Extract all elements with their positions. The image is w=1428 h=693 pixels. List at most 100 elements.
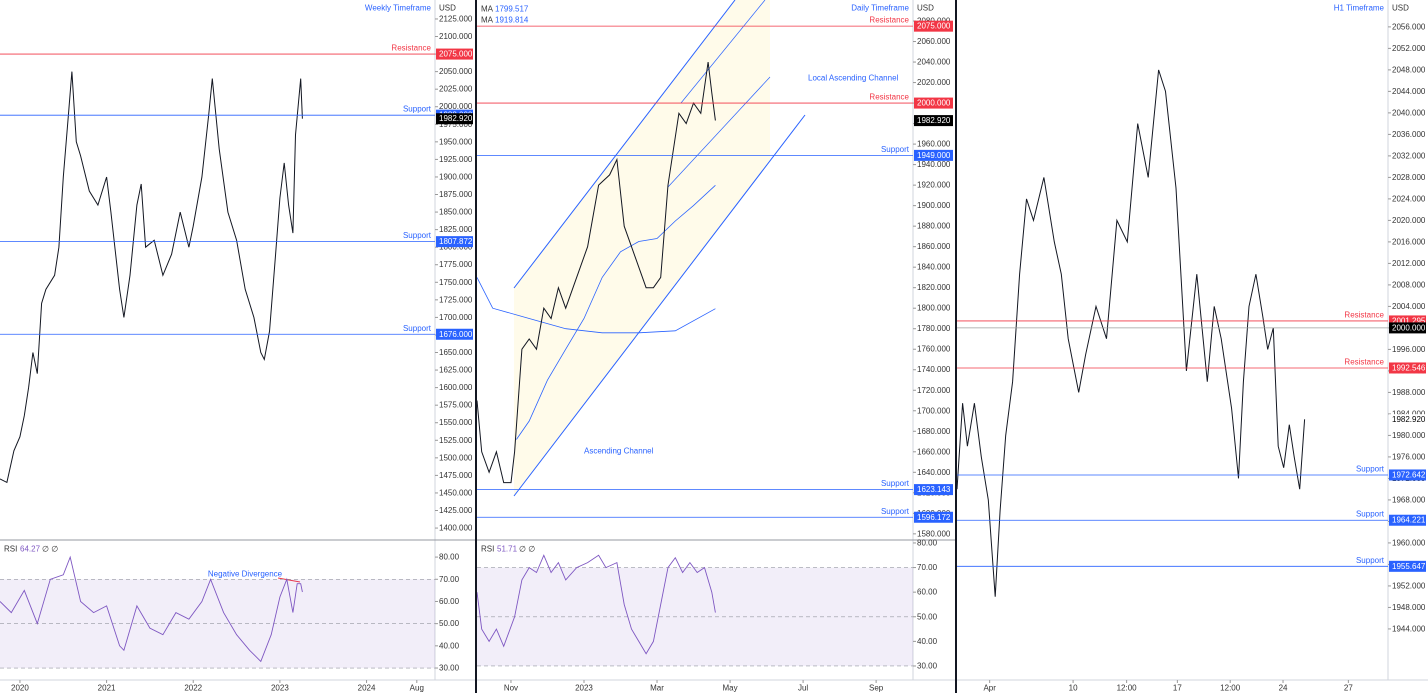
y-tick-label: 2008.000 bbox=[1392, 280, 1426, 289]
y-tick-label: 1980.000 bbox=[1392, 431, 1426, 440]
axis-title: USD bbox=[1392, 4, 1409, 13]
y-tick-label: 2040.000 bbox=[1392, 108, 1426, 117]
level-label: Support bbox=[1356, 510, 1385, 519]
y-tick-label: 1940.000 bbox=[917, 160, 951, 169]
y-tick-label: 1948.000 bbox=[1392, 603, 1426, 612]
y-tick-label: 1988.000 bbox=[1392, 388, 1426, 397]
y-tick-label: 80.00 bbox=[439, 553, 460, 562]
level-label: Support bbox=[403, 231, 432, 240]
y-tick-label: 1925.000 bbox=[439, 155, 473, 164]
x-tick-label: 2022 bbox=[184, 684, 202, 693]
price-badge-label: 1807.872 bbox=[439, 237, 473, 246]
ma-value: 1919.814 bbox=[495, 16, 529, 25]
y-tick-label: 2004.000 bbox=[1392, 302, 1426, 311]
price-badge-label: 1596.172 bbox=[917, 513, 951, 522]
price-badge bbox=[1389, 414, 1426, 426]
y-tick-label: 1700.000 bbox=[439, 313, 473, 322]
x-tick-label: Apr bbox=[983, 684, 996, 693]
y-tick-label: 1500.000 bbox=[439, 453, 473, 462]
x-tick-label: 12:00 bbox=[1117, 684, 1138, 693]
chart-title: Daily Timeframe bbox=[851, 4, 909, 13]
y-tick-label: 1680.000 bbox=[917, 427, 951, 436]
moving-average bbox=[516, 185, 716, 440]
y-tick-label: 1780.000 bbox=[917, 324, 951, 333]
y-tick-label: 2000.000 bbox=[439, 102, 473, 111]
y-tick-label: 1740.000 bbox=[917, 365, 951, 374]
ma-value: 1799.517 bbox=[495, 5, 529, 14]
price-badge bbox=[436, 236, 473, 248]
level-label: Resistance bbox=[869, 16, 909, 25]
x-tick-label: 27 bbox=[1344, 684, 1353, 693]
price-badge bbox=[1389, 514, 1426, 526]
price-badge-label: 2075.000 bbox=[917, 22, 951, 31]
y-tick-label: 2016.000 bbox=[1392, 237, 1426, 246]
y-tick-label: 1950.000 bbox=[439, 137, 473, 146]
rsi-extra: ∅ ∅ bbox=[519, 545, 535, 554]
rsi-line bbox=[476, 554, 716, 655]
price-badge bbox=[914, 20, 953, 32]
y-tick-label: 1800.000 bbox=[917, 304, 951, 313]
price-badge bbox=[914, 484, 953, 496]
chart-title: H1 Timeframe bbox=[1334, 4, 1385, 13]
x-tick-label: 10 bbox=[1069, 684, 1078, 693]
annotation: Negative Divergence bbox=[208, 570, 283, 579]
y-tick-label: 60.00 bbox=[917, 588, 938, 597]
y-tick-label: 50.00 bbox=[917, 612, 938, 621]
y-tick-label: 1650.000 bbox=[439, 348, 473, 357]
channel-fill bbox=[514, 0, 770, 496]
level-label: Resistance bbox=[869, 93, 909, 102]
channel-line bbox=[680, 0, 766, 104]
y-tick-label: 1525.000 bbox=[439, 436, 473, 445]
price-badge-label: 1676.000 bbox=[439, 330, 473, 339]
y-tick-label: 1575.000 bbox=[439, 401, 473, 410]
price-badge bbox=[914, 97, 953, 109]
y-tick-label: 2020.000 bbox=[917, 78, 951, 87]
price-badge bbox=[436, 113, 473, 125]
price-badge-label: 2000.000 bbox=[917, 99, 951, 108]
channel-line bbox=[667, 76, 771, 188]
x-tick-label: May bbox=[722, 684, 737, 693]
y-tick-label: 2036.000 bbox=[1392, 130, 1426, 139]
panel-divider bbox=[955, 0, 957, 693]
level-label: Support bbox=[881, 479, 910, 488]
x-tick-label: 2023 bbox=[271, 684, 289, 693]
rsi-value: 51.71 bbox=[497, 545, 518, 554]
y-tick-label: 1825.000 bbox=[439, 225, 473, 234]
y-tick-label: 70.00 bbox=[917, 563, 938, 572]
x-tick-label: 2020 bbox=[11, 684, 29, 693]
price-line bbox=[476, 62, 716, 484]
x-tick-label: 17 bbox=[1173, 684, 1182, 693]
y-tick-label: 2012.000 bbox=[1392, 259, 1426, 268]
y-tick-label: 40.00 bbox=[917, 637, 938, 646]
y-tick-label: 1960.000 bbox=[917, 140, 951, 149]
axis-title: USD bbox=[917, 4, 934, 13]
y-tick-label: 60.00 bbox=[439, 597, 460, 606]
price-label: 1982.920 bbox=[1392, 415, 1426, 424]
chart-title: Weekly Timeframe bbox=[365, 4, 432, 13]
price-badge bbox=[914, 149, 953, 161]
price-line bbox=[0, 71, 303, 484]
y-tick-label: 1550.000 bbox=[439, 418, 473, 427]
price-badge-label: 2075.000 bbox=[439, 50, 473, 59]
y-tick-label: 1900.000 bbox=[439, 172, 473, 181]
price-badge-label: 1982.920 bbox=[917, 116, 951, 125]
y-tick-label: 50.00 bbox=[439, 619, 460, 628]
y-tick-label: 1960.000 bbox=[1392, 538, 1426, 547]
y-tick-label: 1820.000 bbox=[917, 283, 951, 292]
x-tick-label: 2021 bbox=[98, 684, 116, 693]
y-tick-label: 30.00 bbox=[917, 661, 938, 670]
price-badge bbox=[436, 328, 473, 340]
level-label: Support bbox=[881, 145, 910, 154]
y-tick-label: 1425.000 bbox=[439, 506, 473, 515]
y-tick-label: 2032.000 bbox=[1392, 151, 1426, 160]
y-tick-label: 80.00 bbox=[917, 538, 938, 547]
x-tick-label: Mar bbox=[650, 684, 664, 693]
y-tick-label: 1450.000 bbox=[439, 488, 473, 497]
y-tick-label: 2050.000 bbox=[439, 67, 473, 76]
annotation: Local Ascending Channel bbox=[808, 74, 899, 83]
y-tick-label: 1975.000 bbox=[439, 120, 473, 129]
price-badge bbox=[914, 115, 953, 127]
y-tick-label: 1860.000 bbox=[917, 242, 951, 251]
